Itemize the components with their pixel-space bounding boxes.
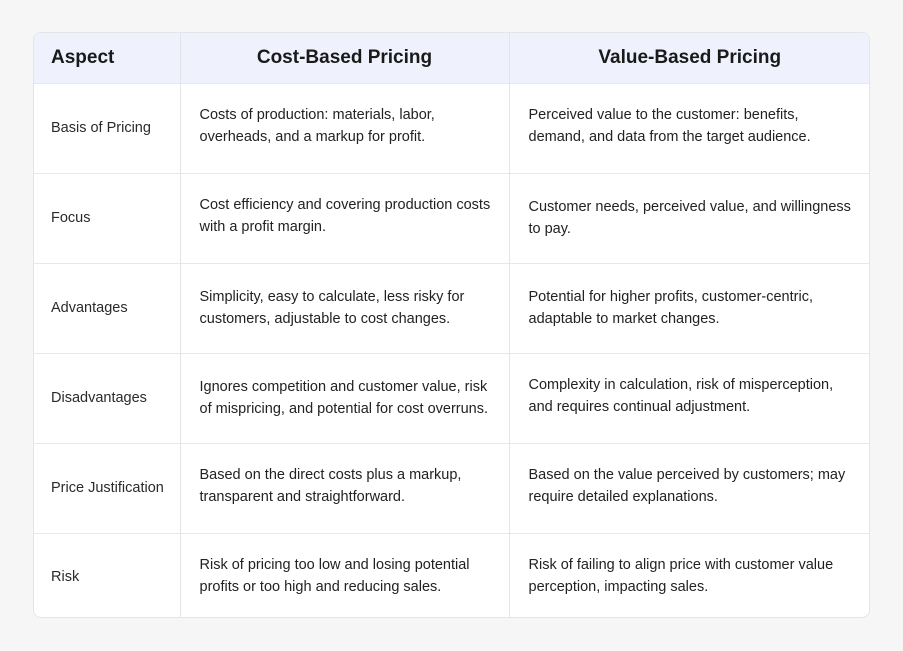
cost-based-cell: Simplicity, easy to calculate, less risk… bbox=[180, 263, 510, 353]
table-row: Price Justification Based on the direct … bbox=[34, 443, 869, 533]
aspect-cell: Risk bbox=[34, 533, 181, 617]
table-row: Disadvantages Ignores competition and cu… bbox=[34, 353, 869, 443]
value-based-cell: Complexity in calculation, risk of mispe… bbox=[528, 376, 834, 415]
cost-based-cell: Costs of production: materials, labor, o… bbox=[180, 83, 510, 173]
value-based-cell: Customer needs, perceived value, and wil… bbox=[528, 199, 851, 237]
cost-based-cell: Risk of pricing too low and losing poten… bbox=[180, 533, 510, 617]
aspect-cell: Advantages bbox=[34, 263, 181, 353]
comparison-table-card: Aspect Cost-Based Pricing Value-Based Pr… bbox=[33, 32, 870, 618]
value-based-cell: Perceived value to the customer: benefit… bbox=[528, 106, 811, 145]
aspect-cell: Price Justification bbox=[34, 443, 181, 533]
table-row: Advantages Simplicity, easy to calculate… bbox=[34, 263, 869, 353]
table-body: Basis of Pricing Costs of production: ma… bbox=[34, 83, 869, 617]
header-row: Aspect Cost-Based Pricing Value-Based Pr… bbox=[34, 33, 869, 83]
cost-based-cell: Based on the direct costs plus a markup,… bbox=[180, 443, 510, 533]
aspect-cell: Disadvantages bbox=[34, 353, 181, 443]
table-row: Focus Cost efficiency and covering produ… bbox=[34, 173, 869, 263]
table-row: Risk Risk of pricing too low and losing … bbox=[34, 533, 869, 617]
value-based-cell: Potential for higher profits, customer-c… bbox=[528, 289, 813, 327]
header-value-based-pricing: Value-Based Pricing bbox=[598, 46, 782, 68]
header-cost-based-pricing: Cost-Based Pricing bbox=[180, 33, 510, 83]
header-aspect: Aspect bbox=[34, 33, 181, 83]
value-based-cell: Based on the value perceived by customer… bbox=[528, 466, 846, 505]
aspect-cell: Focus bbox=[34, 173, 181, 263]
table-row: Basis of Pricing Costs of production: ma… bbox=[34, 83, 869, 173]
aspect-cell: Basis of Pricing bbox=[34, 83, 181, 173]
pricing-comparison-table: Aspect Cost-Based Pricing Value-Based Pr… bbox=[34, 33, 869, 617]
value-based-cell: Risk of failing to align price with cust… bbox=[528, 556, 834, 595]
table-header: Aspect Cost-Based Pricing Value-Based Pr… bbox=[34, 33, 869, 83]
cost-based-cell: Ignores competition and customer value, … bbox=[180, 353, 510, 443]
cost-based-cell: Cost efficiency and covering production … bbox=[180, 173, 510, 263]
